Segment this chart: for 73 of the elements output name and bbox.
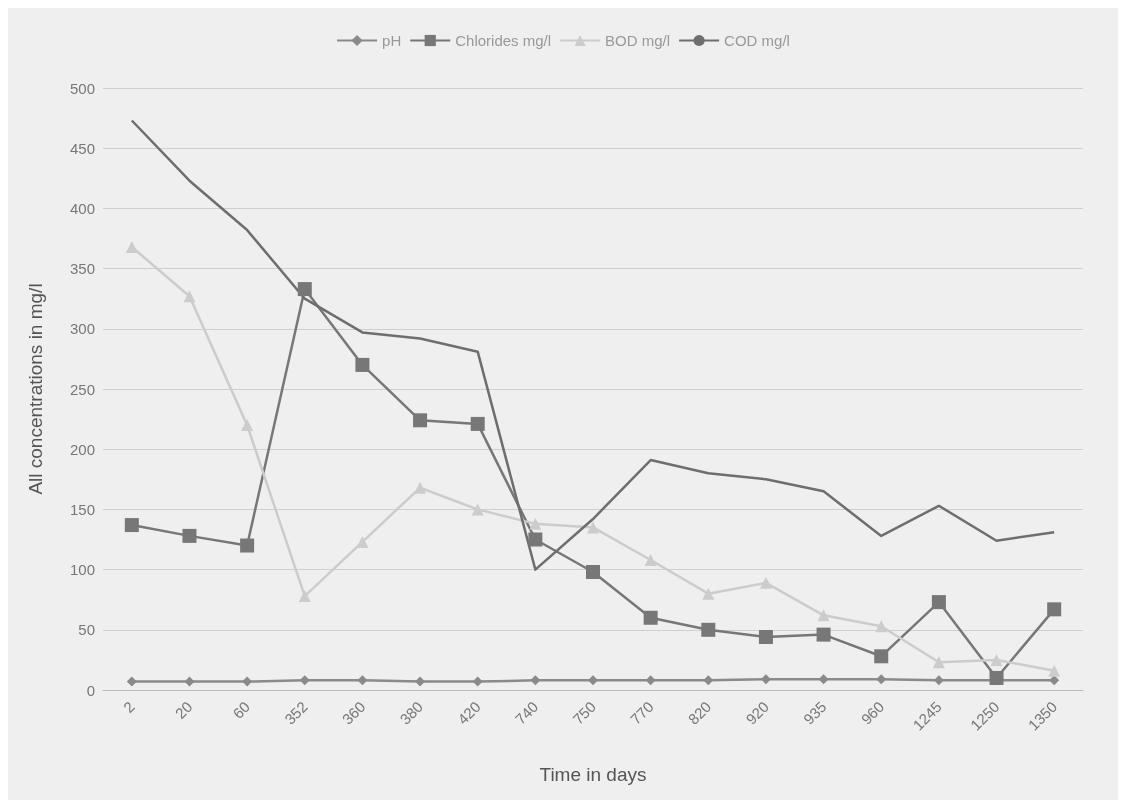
point xyxy=(1048,664,1061,677)
y-tick-label: 50 xyxy=(78,621,95,639)
y-tick-label: 300 xyxy=(69,320,95,338)
y-tick-label: 350 xyxy=(69,260,95,278)
point xyxy=(183,290,196,303)
point xyxy=(184,676,195,687)
point xyxy=(413,413,428,428)
point xyxy=(1049,675,1060,686)
point xyxy=(931,595,946,610)
point xyxy=(588,675,598,686)
y-tick-label: 250 xyxy=(69,380,95,398)
point xyxy=(759,576,772,589)
point xyxy=(989,670,1004,685)
point xyxy=(124,518,139,533)
point xyxy=(816,627,831,642)
point xyxy=(357,675,368,686)
x-tick-label: 380 xyxy=(396,697,427,728)
point xyxy=(1047,602,1062,617)
point xyxy=(125,240,138,253)
x-tick-label: 740 xyxy=(511,697,542,728)
point xyxy=(529,517,542,530)
x-tick-label: 2 xyxy=(119,697,138,716)
x-tick-label: 960 xyxy=(857,697,888,728)
y-tick-label: 400 xyxy=(69,199,95,217)
x-tick-label: 935 xyxy=(799,697,830,728)
point xyxy=(703,675,714,686)
y-tick-label: 500 xyxy=(69,79,95,97)
x-tick-label: 820 xyxy=(684,697,715,728)
point xyxy=(586,565,600,580)
x-tick-label: 360 xyxy=(338,697,369,728)
legend-label: pH xyxy=(382,32,402,49)
point xyxy=(530,675,541,686)
x-tick-label: 770 xyxy=(626,697,657,728)
point xyxy=(702,587,715,600)
point xyxy=(990,653,1003,666)
point xyxy=(758,630,773,645)
y-tick-label: 0 xyxy=(86,681,95,699)
point xyxy=(182,528,197,543)
point xyxy=(932,656,945,669)
x-tick-label: 60 xyxy=(229,697,254,722)
x-tick-label: 750 xyxy=(569,697,600,728)
point xyxy=(240,538,255,553)
point xyxy=(355,357,370,372)
point xyxy=(470,416,485,431)
point xyxy=(472,676,483,687)
y-tick-label: 200 xyxy=(69,440,95,458)
y-tick-label: 450 xyxy=(69,139,95,157)
y-axis-title: All concentrations in mg/l xyxy=(25,283,46,495)
x-axis-title: Time in days xyxy=(539,764,647,785)
point xyxy=(298,590,311,603)
point xyxy=(874,649,889,664)
point xyxy=(875,620,888,633)
point xyxy=(241,419,254,432)
point xyxy=(587,521,599,534)
point xyxy=(817,609,830,622)
point xyxy=(528,532,543,547)
point xyxy=(818,674,829,685)
point xyxy=(645,675,656,686)
x-tick-label: 920 xyxy=(742,697,772,728)
y-tick-label: 150 xyxy=(69,500,95,518)
y-tick-label: 100 xyxy=(69,561,95,579)
point xyxy=(701,622,716,637)
x-tick-label: 352 xyxy=(281,697,311,728)
legend-label: COD mg/l xyxy=(724,32,790,49)
x-tick-label: 420 xyxy=(454,697,484,728)
point xyxy=(644,553,657,566)
point xyxy=(471,503,484,516)
x-tick-label: 20 xyxy=(171,697,196,722)
point xyxy=(126,676,137,687)
point xyxy=(643,610,658,625)
point xyxy=(297,282,312,297)
legend-label: Chlorides mg/l xyxy=(455,32,552,49)
legend-label: BOD mg/l xyxy=(605,32,671,49)
